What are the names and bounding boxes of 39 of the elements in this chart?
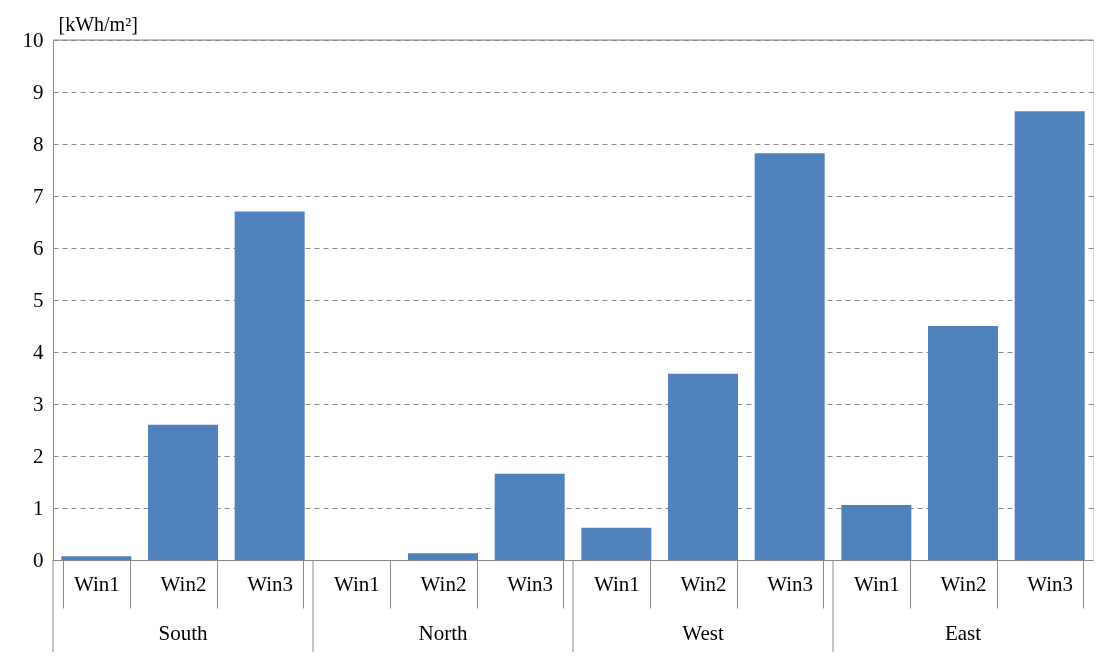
bar <box>841 504 912 560</box>
x-tick-label: Win1 <box>593 571 640 596</box>
bar <box>754 153 825 560</box>
x-tick-label: Win3 <box>767 571 814 596</box>
bar <box>494 473 565 560</box>
x-tick-label: Win1 <box>73 571 120 596</box>
x-tick-label: Win2 <box>940 571 987 596</box>
bar <box>148 424 218 560</box>
text: West <box>682 621 724 645</box>
y-axis-title: [kWh/m²] <box>58 12 138 35</box>
bar <box>61 556 132 560</box>
x-tick-label: Win2 <box>420 571 467 596</box>
text: North <box>418 621 468 645</box>
y-tick-label: 3 <box>33 391 44 416</box>
x-tick-label: Win3 <box>1027 571 1074 596</box>
y-tick-label: 4 <box>33 339 44 364</box>
x-tick-label: Win3 <box>507 571 554 596</box>
y-tick-label: 0 <box>33 547 44 572</box>
y-tick-label: 10 <box>22 27 44 52</box>
bar <box>1014 111 1085 560</box>
y-tick-label: 6 <box>33 235 44 260</box>
y-tick-label: 9 <box>33 79 44 104</box>
text: South <box>158 621 209 645</box>
y-tick-label: 1 <box>33 495 44 520</box>
x-tick-label: Win2 <box>680 571 727 596</box>
bar <box>234 211 305 560</box>
x-tick-label: Win1 <box>853 571 900 596</box>
y-tick-label: 8 <box>33 131 44 156</box>
y-tick-label: 7 <box>33 183 44 208</box>
x-tick-label: Win1 <box>333 571 380 596</box>
bar <box>668 373 738 560</box>
bar <box>581 527 652 560</box>
bar <box>928 326 998 560</box>
x-tick-label: Win2 <box>160 571 207 596</box>
bar <box>408 553 478 560</box>
y-tick-label: 2 <box>33 443 44 468</box>
text: East <box>944 621 982 645</box>
x-tick-label: Win3 <box>247 571 294 596</box>
y-tick-label: 5 <box>33 287 44 312</box>
